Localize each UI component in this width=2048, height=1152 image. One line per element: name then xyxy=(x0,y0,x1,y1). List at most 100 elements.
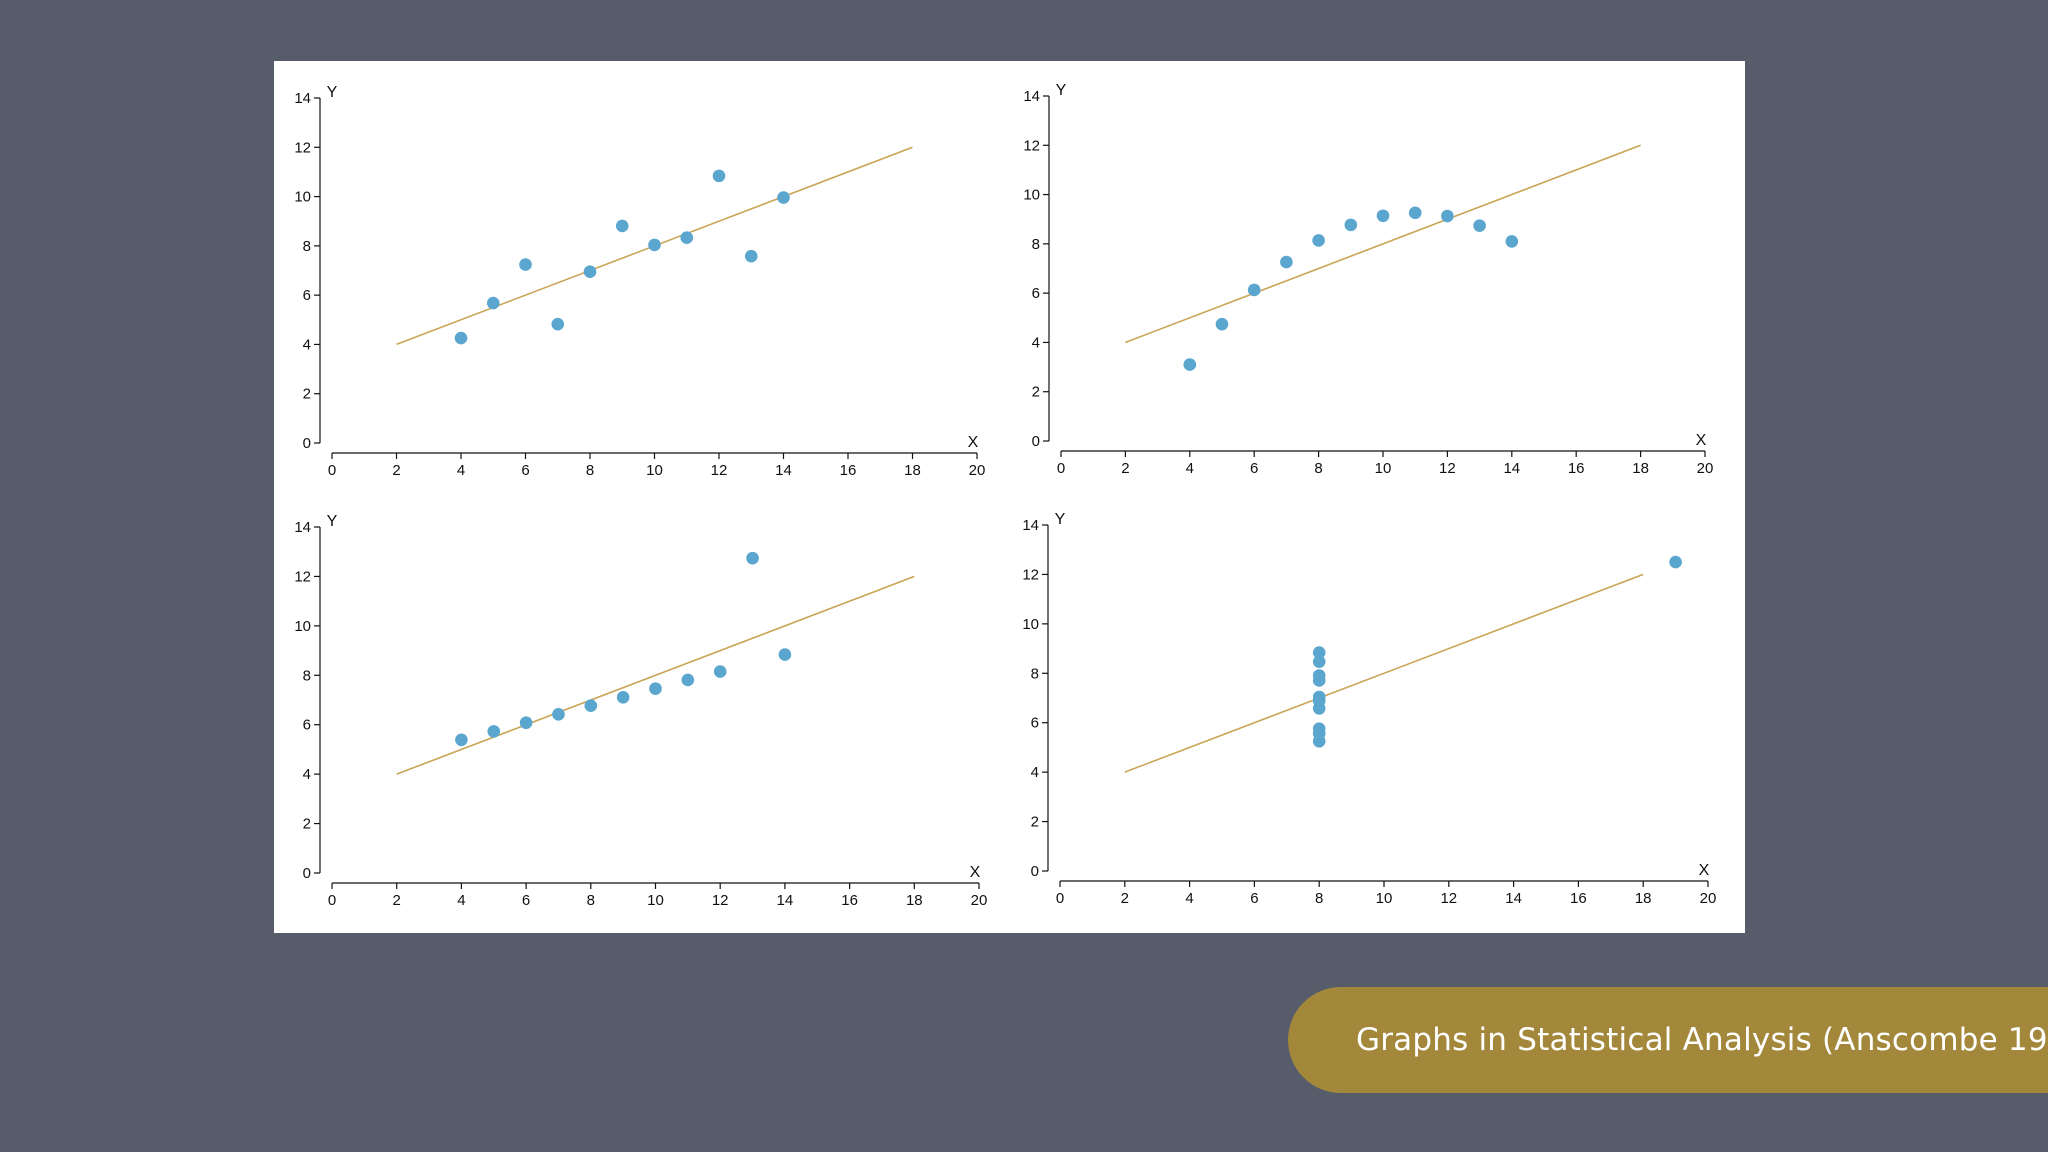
x-tick-label: 14 xyxy=(775,462,792,479)
x-tick-label: 16 xyxy=(840,462,857,479)
data-point xyxy=(1669,555,1682,569)
data-point xyxy=(1344,218,1358,232)
chart-panel: 0 2 4 6 8 10 12 14 16 18 20 X 0 2 4 6 8 10 12 14 Y 0 2 4 6 8 10 12 1… xyxy=(274,61,1745,933)
y-tick-label: 4 xyxy=(303,336,311,353)
y-tick-label: 14 xyxy=(294,90,311,107)
x-tick-label: 8 xyxy=(1315,890,1323,907)
x-tick-label: 20 xyxy=(1697,460,1714,477)
data-point xyxy=(1312,234,1325,247)
y-tick-label: 10 xyxy=(294,618,311,635)
x-tick-label: 12 xyxy=(712,892,729,909)
x-tick-label: 0 xyxy=(328,892,336,909)
x-tick-label: 12 xyxy=(1439,460,1456,477)
y-tick-label: 14 xyxy=(294,519,311,536)
plot-2: 0 2 4 6 8 10 12 14 16 18 20 X 0 2 4 6 8 10 12 14 Y xyxy=(1023,82,1713,477)
data-point xyxy=(778,648,792,661)
data-point xyxy=(680,231,694,245)
y-tick-label: 14 xyxy=(1022,517,1039,534)
data-point xyxy=(648,238,661,252)
data-point xyxy=(551,317,565,331)
x-tick-label: 4 xyxy=(1186,460,1194,477)
data-point xyxy=(1312,655,1326,668)
caption-text: Graphs in Statistical Analysis (Anscombe… xyxy=(1356,1022,2048,1058)
y-tick-label: 2 xyxy=(1032,384,1040,401)
x-tick-label: 2 xyxy=(1121,890,1129,907)
x-tick-label: 12 xyxy=(711,462,728,479)
data-point xyxy=(1280,255,1293,269)
x-tick-label: 16 xyxy=(841,892,858,909)
y-tick-label: 12 xyxy=(1023,137,1040,154)
data-point xyxy=(1441,209,1454,223)
x-tick-label: 18 xyxy=(906,892,923,909)
data-point xyxy=(777,191,790,204)
data-point xyxy=(1312,669,1326,682)
x-axis-label: X xyxy=(1699,862,1710,879)
x-tick-label: 14 xyxy=(1503,460,1520,477)
data-point xyxy=(1408,206,1422,220)
data-point xyxy=(1312,694,1326,708)
data-point xyxy=(583,265,597,279)
x-tick-label: 14 xyxy=(1505,890,1522,907)
x-tick-label: 6 xyxy=(1250,460,1258,477)
y-tick-label: 6 xyxy=(1032,285,1040,302)
y-tick-label: 6 xyxy=(303,717,311,734)
data-point xyxy=(487,725,501,738)
x-tick-label: 4 xyxy=(457,892,465,909)
x-tick-label: 6 xyxy=(522,892,530,909)
y-tick-label: 2 xyxy=(1031,814,1039,831)
data-point xyxy=(455,733,468,747)
data-point xyxy=(744,249,758,263)
y-tick-label: 2 xyxy=(303,386,311,403)
fit-line xyxy=(1125,144,1641,344)
x-tick-label: 8 xyxy=(1314,460,1322,477)
data-point xyxy=(681,673,695,687)
y-tick-label: 0 xyxy=(1031,863,1039,880)
x-tick-label: 10 xyxy=(1376,890,1393,907)
data-point xyxy=(1473,219,1486,232)
caption-banner: Graphs in Statistical Analysis (Anscombe… xyxy=(1288,987,2048,1093)
x-axis-label: X xyxy=(1696,432,1707,449)
data-point xyxy=(713,665,727,678)
x-tick-label: 4 xyxy=(457,462,465,479)
x-tick-label: 2 xyxy=(393,892,401,909)
y-tick-label: 2 xyxy=(303,816,311,833)
data-point xyxy=(712,169,726,183)
data-point xyxy=(454,331,468,345)
data-point xyxy=(486,296,500,310)
x-tick-label: 18 xyxy=(1632,460,1649,477)
plot-4: 0 2 4 6 8 10 12 14 16 18 20 X 0 2 4 6 8 10 12 14 Y xyxy=(1022,511,1716,907)
y-tick-label: 10 xyxy=(1023,187,1040,204)
y-tick-label: 0 xyxy=(303,865,311,882)
fit-line xyxy=(396,575,915,775)
y-tick-label: 4 xyxy=(303,766,311,783)
data-point xyxy=(519,716,533,730)
x-tick-label: 2 xyxy=(1121,460,1129,477)
data-point xyxy=(1183,358,1197,371)
data-point xyxy=(1215,317,1229,331)
x-tick-label: 2 xyxy=(392,462,400,479)
y-axis-label: Y xyxy=(327,84,338,101)
data-point xyxy=(616,690,630,704)
y-tick-label: 4 xyxy=(1031,764,1039,781)
data-point xyxy=(746,551,759,565)
y-tick-label: 0 xyxy=(303,435,311,452)
y-tick-label: 10 xyxy=(1022,616,1039,633)
x-tick-label: 20 xyxy=(971,892,988,909)
data-point xyxy=(615,219,629,233)
x-tick-label: 0 xyxy=(1057,460,1065,477)
fit-line xyxy=(1124,573,1644,773)
y-tick-label: 10 xyxy=(294,189,311,206)
data-point xyxy=(552,708,565,721)
x-tick-label: 16 xyxy=(1568,460,1585,477)
x-tick-label: 0 xyxy=(1056,890,1064,907)
data-point xyxy=(649,682,662,695)
y-axis-label: Y xyxy=(1055,511,1066,528)
y-tick-label: 6 xyxy=(1031,715,1039,732)
x-tick-label: 18 xyxy=(904,462,921,479)
data-point xyxy=(584,699,598,712)
y-tick-label: 4 xyxy=(1032,334,1040,351)
y-tick-label: 12 xyxy=(294,139,311,156)
x-tick-label: 6 xyxy=(521,462,529,479)
x-tick-label: 6 xyxy=(1250,890,1258,907)
